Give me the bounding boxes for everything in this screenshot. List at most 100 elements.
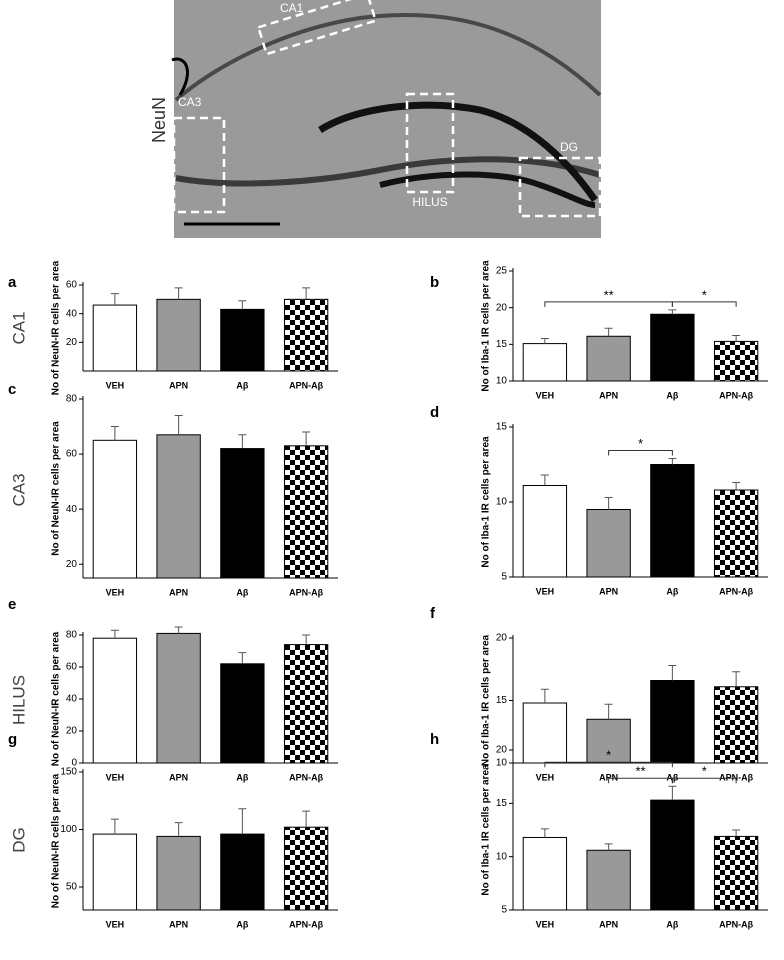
bar — [92, 833, 138, 911]
region-label: CA3 — [178, 95, 202, 109]
error-bar — [668, 785, 677, 801]
panel-label: a — [8, 274, 17, 291]
x-tick-label: VEH — [536, 390, 555, 400]
error-bar — [110, 426, 119, 441]
y-tick-label: 5 — [501, 572, 507, 583]
x-tick-label: Aβ — [236, 772, 248, 782]
significance-bracket — [544, 761, 673, 768]
bar — [156, 434, 201, 579]
bar — [522, 702, 568, 764]
error-bar — [604, 843, 613, 851]
x-tick-label: VEH — [106, 772, 125, 782]
error-bar — [604, 703, 613, 720]
x-tick-label: Aβ — [666, 772, 678, 782]
y-tick-label: 15 — [496, 339, 508, 350]
bar — [650, 313, 695, 382]
error-bar — [238, 434, 247, 449]
panel-label: d — [430, 404, 439, 421]
y-tick-label: 20 — [66, 337, 78, 348]
bar — [586, 335, 631, 382]
significance-bracket — [608, 777, 673, 784]
significance-bracket — [544, 301, 673, 307]
y-axis-label: No of NeuN-IR cells per area — [51, 260, 62, 395]
y-tick-label: 80 — [66, 394, 78, 405]
significance-bracket — [671, 301, 737, 307]
y-tick-label: 20 — [496, 745, 508, 756]
row-label: CA1 — [9, 311, 28, 344]
row-label: DG — [9, 827, 28, 853]
region-label: CA1 — [280, 1, 304, 15]
x-tick-label: APN-Aβ — [719, 586, 753, 596]
bar — [586, 509, 631, 578]
chart-panel: g No of NeuN-IR cells per area 50 100 150 VEH… — [8, 731, 338, 929]
x-tick-label: APN — [169, 919, 188, 929]
y-tick-label: 50 — [66, 882, 78, 893]
panel-label: b — [430, 274, 439, 291]
error-bar — [732, 829, 741, 837]
error-bar — [540, 828, 549, 838]
bar — [156, 298, 201, 372]
bar — [283, 298, 329, 372]
bar — [650, 680, 695, 764]
stain-label: NeuN — [149, 97, 169, 143]
significance-bracket — [671, 777, 737, 784]
y-tick-label: 0 — [71, 758, 77, 769]
error-bar — [174, 626, 183, 634]
error-bar — [302, 287, 311, 300]
y-axis-label: No of Iba-1 IR cells per area — [481, 634, 492, 766]
significance-bracket — [608, 450, 673, 456]
x-tick-label: Aβ — [666, 586, 678, 596]
bar — [650, 799, 695, 911]
x-tick-label: APN-Aβ — [719, 772, 753, 782]
error-bar — [604, 327, 613, 337]
y-tick-label: 20 — [496, 302, 508, 313]
y-tick-label: 10 — [496, 851, 508, 862]
y-tick-label: 60 — [66, 449, 78, 460]
y-tick-label: 100 — [60, 824, 77, 835]
significance-label: * — [606, 748, 611, 763]
bar — [713, 686, 759, 764]
y-tick-label: 40 — [66, 694, 78, 705]
bar — [283, 644, 329, 764]
y-tick-label: 60 — [66, 280, 78, 291]
significance-label: ** — [604, 287, 614, 302]
chart-panel: c No of NeuN-IR cells per area 20 40 60 80 VEH… — [8, 381, 338, 597]
bar — [220, 833, 265, 911]
y-tick-label: 20 — [496, 633, 508, 644]
bar — [586, 718, 631, 764]
region-label: DG — [560, 140, 578, 154]
bar — [220, 663, 265, 764]
bar — [283, 445, 329, 579]
y-axis-label: No of Iba-1 IR cells per area — [481, 260, 492, 392]
chart-panel: e No of NeuN-IR cells per area 0 20 40 60 80 VE… — [8, 596, 338, 782]
row-label: HILUS — [9, 675, 28, 725]
error-bar — [540, 474, 549, 486]
bar — [92, 637, 138, 764]
x-tick-label: VEH — [536, 919, 555, 929]
chart-panel: d No of Iba-1 IR cells per area 5 10 15 VEH AP… — [430, 404, 768, 596]
bar — [713, 835, 759, 911]
bar — [156, 632, 201, 764]
significance-label: * — [638, 436, 643, 451]
error-bar — [174, 415, 183, 435]
y-tick-label: 80 — [66, 630, 78, 641]
x-tick-label: APN-Aβ — [289, 587, 323, 597]
y-tick-label: 150 — [60, 767, 77, 778]
error-bar — [302, 634, 311, 645]
micrograph: CA1 CA3 HILUS DG NeuN — [149, 0, 602, 238]
x-tick-label: APN — [169, 380, 188, 390]
x-tick-label: VEH — [536, 772, 555, 782]
error-bar — [174, 287, 183, 300]
panel-label: c — [8, 381, 16, 398]
bar — [156, 835, 201, 911]
error-bar — [732, 335, 741, 342]
x-tick-label: APN — [169, 587, 188, 597]
error-bar — [110, 629, 119, 639]
error-bar — [238, 652, 247, 664]
x-tick-label: APN — [599, 772, 618, 782]
error-bar — [110, 293, 119, 306]
x-tick-label: APN — [599, 919, 618, 929]
significance-label: * — [702, 764, 707, 779]
region-label: HILUS — [412, 195, 447, 209]
